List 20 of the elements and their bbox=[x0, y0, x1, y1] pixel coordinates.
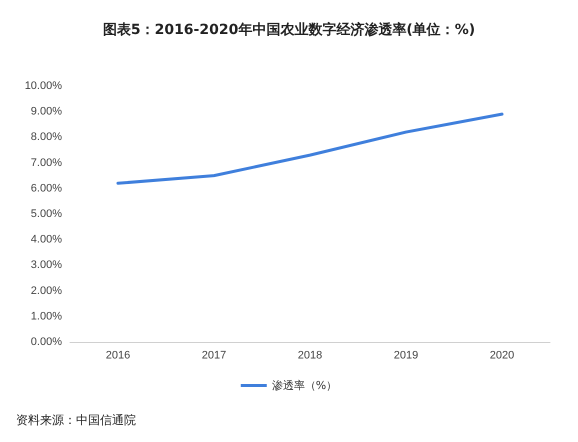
x-tick-label: 2019 bbox=[394, 350, 418, 362]
y-tick-label: 4.00% bbox=[30, 234, 62, 246]
line-series bbox=[116, 112, 504, 185]
x-tick-label: 2016 bbox=[106, 350, 130, 362]
y-tick-label: 8.00% bbox=[30, 131, 62, 144]
x-tick-label: 2020 bbox=[490, 350, 514, 362]
x-tick-label: 2018 bbox=[298, 350, 322, 362]
y-tick-label: 0.00% bbox=[30, 336, 62, 348]
y-tick-label: 2.00% bbox=[30, 284, 62, 297]
y-tick-label: 3.00% bbox=[30, 259, 62, 272]
y-tick-label: 1.00% bbox=[30, 310, 62, 322]
chart-title: 图表5：2016-2020年中国农业数字经济渗透率(单位：%) bbox=[102, 21, 476, 38]
y-tick-label: 9.00% bbox=[30, 106, 62, 118]
legend-label: 渗透率（%） bbox=[272, 379, 338, 392]
y-tick-label: 5.00% bbox=[30, 208, 62, 220]
y-tick-label: 6.00% bbox=[30, 182, 62, 194]
y-tick-label: 10.00% bbox=[24, 80, 62, 92]
y-tick-label: 7.00% bbox=[30, 156, 62, 169]
x-tick-label: 2017 bbox=[202, 350, 226, 362]
text: 资料来源：中国信通院 bbox=[16, 413, 136, 427]
